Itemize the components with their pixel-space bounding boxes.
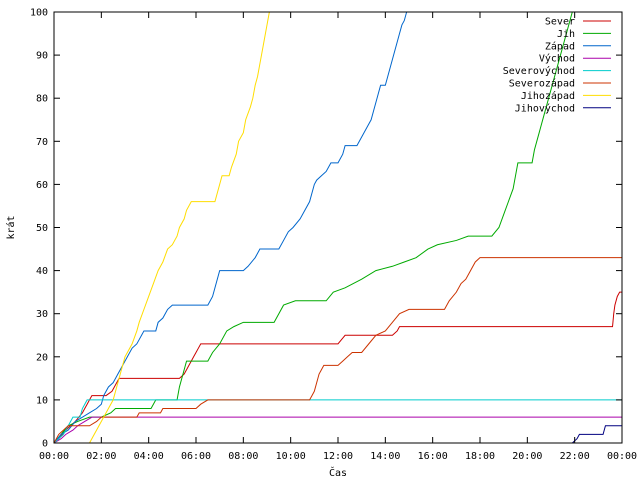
y-tick-label: 70 — [36, 137, 48, 148]
x-tick-label: 06:00 — [181, 451, 211, 462]
series-line — [571, 425, 622, 444]
legend: SeverJihZápadVýchodSeverovýchodSeverozáp… — [503, 17, 611, 114]
legend-entry-label: Jihovýchod — [515, 102, 575, 114]
legend-entry-label: Jihozápad — [521, 90, 575, 102]
x-tick-label: 14:00 — [370, 451, 400, 462]
x-tick-label: 12:00 — [323, 451, 353, 462]
legend-entry-label: Severozápad — [509, 78, 575, 90]
x-axis: 00:00 02:00 04:00 06:00 08:00 10:00 12:00 14:00… — [39, 12, 637, 462]
plot-lines — [53, 11, 622, 444]
legend-entry-label: Sever — [545, 17, 575, 28]
series-line — [53, 11, 408, 444]
y-tick-label: 60 — [36, 180, 48, 191]
y-tick-label: 0 — [42, 439, 48, 450]
series-line — [53, 416, 622, 444]
series-line — [89, 11, 270, 444]
y-tick-label: 90 — [36, 51, 48, 62]
y-tick-label: 30 — [36, 309, 48, 320]
x-axis-title: Čas — [329, 466, 347, 479]
y-tick-label: 20 — [36, 352, 48, 363]
series-line — [53, 399, 622, 444]
y-axis: 0 10 20 30 40 50 60 70 80 90 100 — [30, 8, 622, 450]
x-tick-label: 16:00 — [418, 451, 448, 462]
y-tick-label: 100 — [30, 8, 48, 19]
legend-entry-label: Severovýchod — [503, 65, 575, 77]
legend-entry-label: Jih — [557, 29, 575, 40]
y-tick-label: 50 — [36, 223, 48, 234]
series-line — [53, 291, 622, 444]
series-line — [53, 11, 573, 444]
y-tick-label: 80 — [36, 94, 48, 105]
x-tick-label: 18:00 — [465, 451, 495, 462]
y-axis-title: krát — [5, 215, 17, 239]
x-tick-label: 08:00 — [228, 451, 258, 462]
x-tick-label: 20:00 — [512, 451, 542, 462]
legend-entry-label: Východ — [539, 53, 575, 65]
x-tick-label: 22:00 — [560, 451, 590, 462]
legend-entry-label: Západ — [545, 40, 575, 52]
y-tick-label: 40 — [36, 266, 48, 277]
x-tick-label: 04:00 — [134, 451, 164, 462]
series-line — [53, 257, 622, 444]
y-tick-label: 10 — [36, 395, 48, 406]
x-tick-label: 02:00 — [86, 451, 116, 462]
x-tick-label: 00:00 — [39, 451, 69, 462]
x-tick-label: 00:00 — [607, 451, 637, 462]
x-tick-label: 10:00 — [276, 451, 306, 462]
